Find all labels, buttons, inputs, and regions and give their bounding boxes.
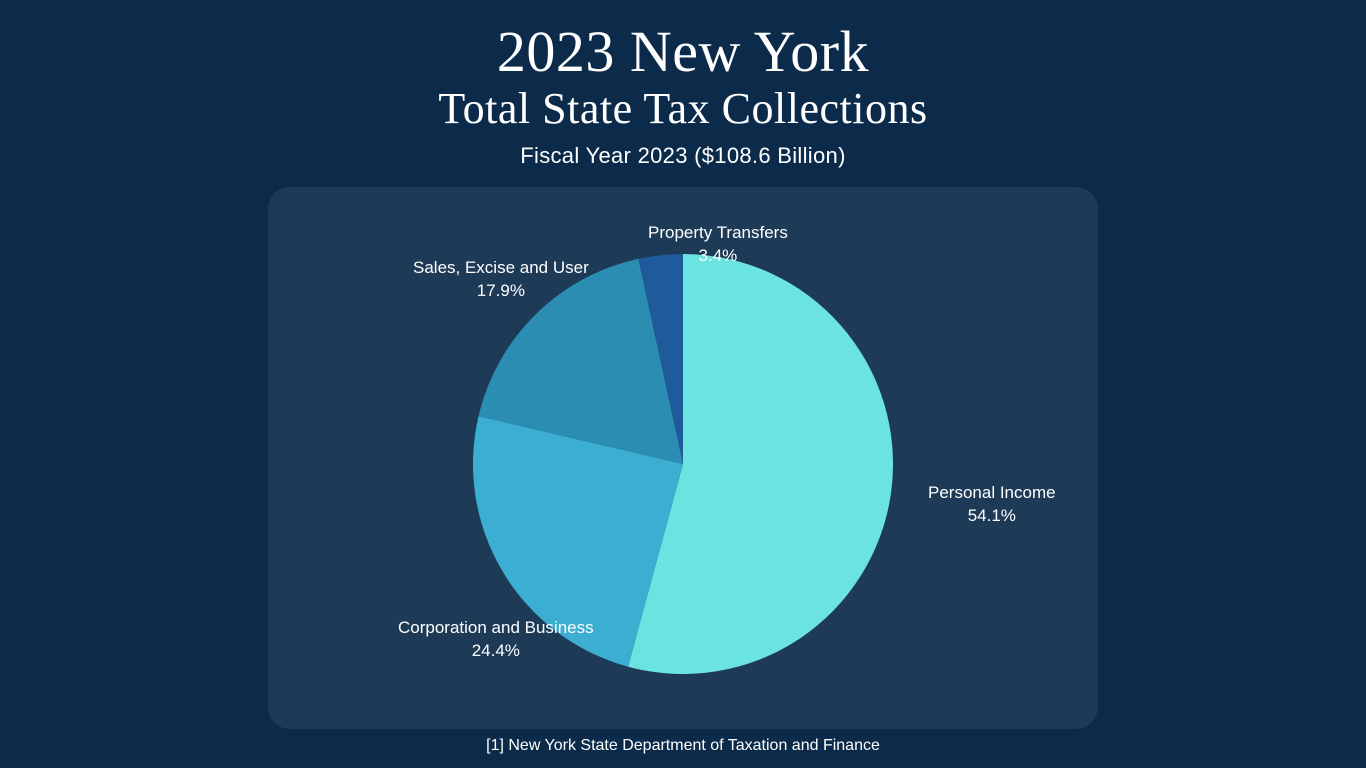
subtitle: Fiscal Year 2023 ($108.6 Billion) [438, 143, 927, 169]
footnote: [1] New York State Department of Taxatio… [486, 737, 880, 755]
slice-name: Personal Income [928, 483, 1056, 502]
slice-label-personal-income: Personal Income 54.1% [928, 482, 1056, 528]
slice-percent: 24.4% [472, 641, 520, 660]
slice-label-corporation-business: Corporation and Business 24.4% [398, 617, 594, 663]
title-line1: 2023 New York [438, 22, 927, 83]
pie-chart [473, 254, 893, 679]
slice-percent: 17.9% [477, 281, 525, 300]
slice-name: Property Transfers [648, 223, 788, 242]
chart-card: Personal Income 54.1% Corporation and Bu… [268, 187, 1098, 729]
title-line2: Total State Tax Collections [438, 85, 927, 133]
title-block: 2023 New York Total State Tax Collection… [438, 22, 927, 169]
slice-percent: 3.4% [699, 246, 738, 265]
slice-name: Sales, Excise and User [413, 258, 589, 277]
slice-label-property-transfers: Property Transfers 3.4% [648, 222, 788, 268]
slice-label-sales-excise-user: Sales, Excise and User 17.9% [413, 257, 589, 303]
slice-percent: 54.1% [968, 506, 1016, 525]
slice-name: Corporation and Business [398, 618, 594, 637]
